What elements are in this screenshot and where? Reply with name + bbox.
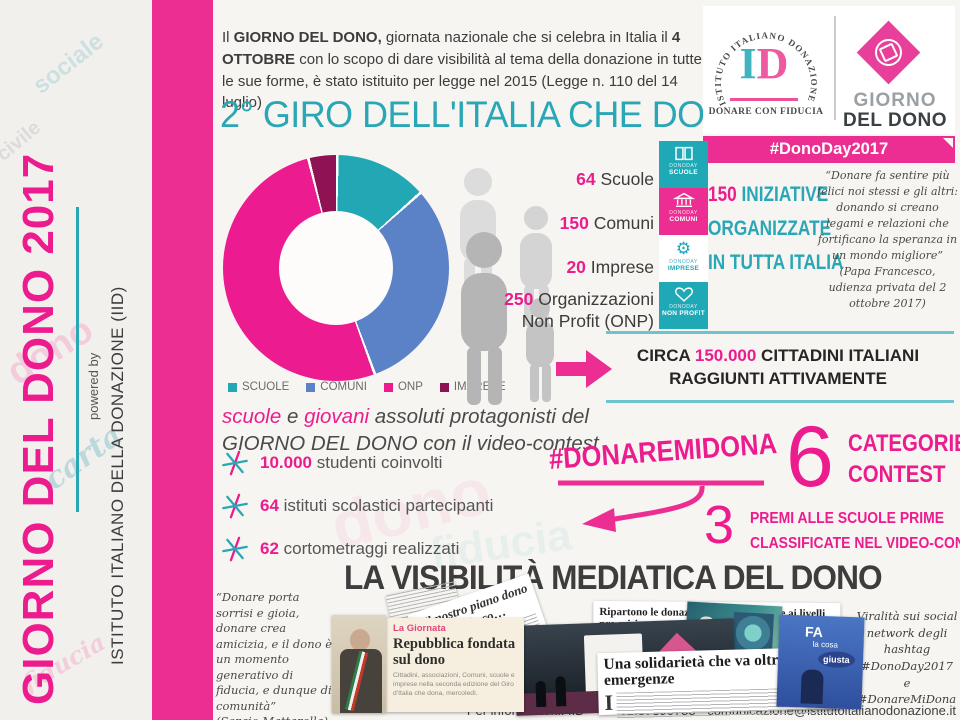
sidebar: sociale civile dono carta fiducia GIORNO… xyxy=(0,0,152,720)
iid-monogram: ID xyxy=(739,39,789,88)
legend-swatch xyxy=(383,382,393,392)
donoday-tile: DONODAY SCUOLE xyxy=(659,141,708,188)
family-silhouettes xyxy=(460,168,554,405)
donoday-hashtag-banner: #DonoDay2017 xyxy=(703,136,955,163)
star-icon xyxy=(222,536,248,562)
legend-item: COMUNI xyxy=(306,381,367,393)
magenta-accent-bar xyxy=(152,0,213,720)
reach-statement: CIRCA 150.000 CITTADINI ITALIANI RAGGIUN… xyxy=(636,346,920,388)
stat-comuni: 150 Comuni xyxy=(559,213,654,233)
book-icon xyxy=(674,146,693,161)
organization-vertical: ISTITUTO ITALIANO DELLA DONAZIONE (IID) xyxy=(108,286,127,665)
pope-quote-attribution: (Papa Francesco, udienza privata del 2 o… xyxy=(828,264,947,310)
clipping-kicker: La Giornata xyxy=(393,623,446,634)
background-word: sociale xyxy=(28,27,109,100)
press-collage: «Il nostro piano dono ricevuto da co… Ri… xyxy=(330,573,865,719)
donoday-tile: ⚙ DONODAY IMPRESE xyxy=(659,235,708,282)
powered-by-label: powered by xyxy=(86,352,101,420)
donut-hole xyxy=(279,211,393,325)
giorno-label: GIORNO xyxy=(853,90,937,111)
legend-swatch xyxy=(228,382,237,392)
arrow-right-icon xyxy=(556,350,612,388)
del-dono-label: DEL DONO xyxy=(843,110,947,131)
clipping-headline: Repubblica fondata sul dono xyxy=(393,636,516,669)
bank-icon xyxy=(672,192,695,208)
iid-underline xyxy=(730,98,798,101)
clipping-body: Cittadini, associazioni, Comuni, scuole … xyxy=(393,672,515,698)
logo-divider xyxy=(834,16,836,120)
tv-show-photo: FA la cosa giusta xyxy=(776,614,865,710)
contest-number-6: 6 xyxy=(786,409,834,505)
mattarella-quote: “Donare porta sorrisi e gioia, donare cr… xyxy=(216,590,336,720)
intro-paragraph: Il GIORNO DEL DONO, giornata nazionale c… xyxy=(222,29,702,112)
donoday-tile: DONODAY COMUNI xyxy=(659,188,708,235)
legend-item: ONP xyxy=(383,381,423,393)
logo-card: ISTITUTO ITALIANO DONAZIONE ID DONARE CO… xyxy=(703,6,955,134)
legend-swatch xyxy=(306,382,316,392)
poster-title-vertical: GIORNO DEL DONO 2017 xyxy=(14,152,63,705)
iid-tagline: DONARE CON FIDUCIA xyxy=(708,107,824,117)
teal-divider-top xyxy=(606,331,954,334)
intro-bold-giorno: GIORNO DEL DONO, xyxy=(233,29,382,46)
pope-quote: “Donare fa sentire più felici noi stessi… xyxy=(817,169,958,310)
mattarella-quote-attribution: (Sergio Mattarella) xyxy=(216,714,328,720)
stat-onp: 250 Organizzazioni Non Profit (ONP) xyxy=(504,289,654,331)
bullet-istituti: 64 istituti scolastici partecipanti xyxy=(222,493,493,519)
bullet-studenti: 10.000 studenti coinvolti xyxy=(222,450,442,476)
donut-chart xyxy=(223,155,449,381)
prizes-label: PREMI ALLE SCUOLE PRIME CLASSIFICATE NEL… xyxy=(750,510,960,552)
iid-arc-text: ISTITUTO ITALIANO DONAZIONE xyxy=(713,30,818,107)
stat-imprese: 20 Imprese xyxy=(566,257,654,277)
sidebar-divider-line xyxy=(76,207,79,512)
initiatives-callout: 150 INIZIATIVE ORGANIZZATE IN TUTTA ITAL… xyxy=(708,183,844,274)
press-clipping-giornata: La Giornata Repubblica fondata sul dono … xyxy=(386,618,524,712)
gears-icon: ⚙ xyxy=(675,239,692,258)
prizes-number-3: 3 xyxy=(704,495,735,555)
donoday-tile-strip: DONODAY SCUOLE DONODAY COMUNI ⚙ DONODAY IMP… xyxy=(659,141,708,329)
giorno-del-dono-diamond-icon xyxy=(856,20,921,85)
section-title-giro: 2° GIRO DELL'ITALIA CHE DONA xyxy=(220,94,754,135)
protagonists-caption: scuole e giovani assoluti protagonisti d… xyxy=(222,405,599,456)
intro-bold-date: 4 OTTOBRE xyxy=(222,29,681,68)
social-virality-note: Viralità sui social network degli hashta… xyxy=(856,609,958,707)
underline-arrow-icon xyxy=(558,480,764,532)
star-icon xyxy=(222,493,248,519)
contest-categories-label: CATEGORIE CONTEST xyxy=(848,430,960,488)
teal-divider-bottom xyxy=(606,400,954,403)
stat-scuole: 64 Scuole xyxy=(576,169,654,189)
star-icon xyxy=(222,450,248,476)
legend-swatch xyxy=(439,382,449,392)
pope-photo xyxy=(332,615,386,713)
legend-item: SCUOLE xyxy=(228,381,289,393)
donoday-tile: DONODAY NON PROFIT xyxy=(659,282,708,329)
heart-icon xyxy=(674,287,693,302)
bullet-cortometraggi: 62 cortometraggi realizzati xyxy=(222,536,459,562)
